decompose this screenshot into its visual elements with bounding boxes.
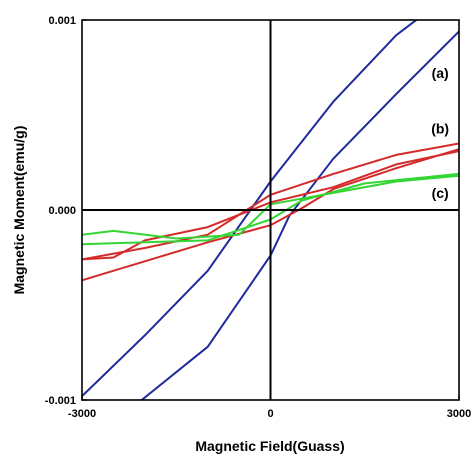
curve-label-2: (c) [432, 185, 449, 201]
series-0-segment-1 [140, 30, 459, 400]
x-tick-label: 3000 [447, 408, 471, 420]
axes [81, 19, 460, 401]
x-tick-label: 0 [267, 408, 273, 420]
y-tick-label: -0.001 [45, 395, 76, 407]
y-tick-label: 0.000 [48, 205, 76, 217]
x-tick-label: -3000 [68, 408, 96, 420]
series-1-segment-2 [82, 150, 459, 261]
chart-text: Magnetic Field(Guass) Magnetic Moment(em… [11, 15, 471, 454]
plot-area [82, 20, 459, 400]
y-axis-title: Magnetic Moment(emu/g) [11, 126, 27, 295]
curve-label-1: (b) [431, 120, 449, 136]
x-axis-title: Magnetic Field(Guass) [195, 438, 344, 454]
y-tick-label: 0.001 [48, 15, 76, 27]
series-2-segment-0 [82, 174, 459, 240]
curve-label-0: (a) [432, 65, 449, 81]
series-1-segment-1 [82, 148, 459, 282]
